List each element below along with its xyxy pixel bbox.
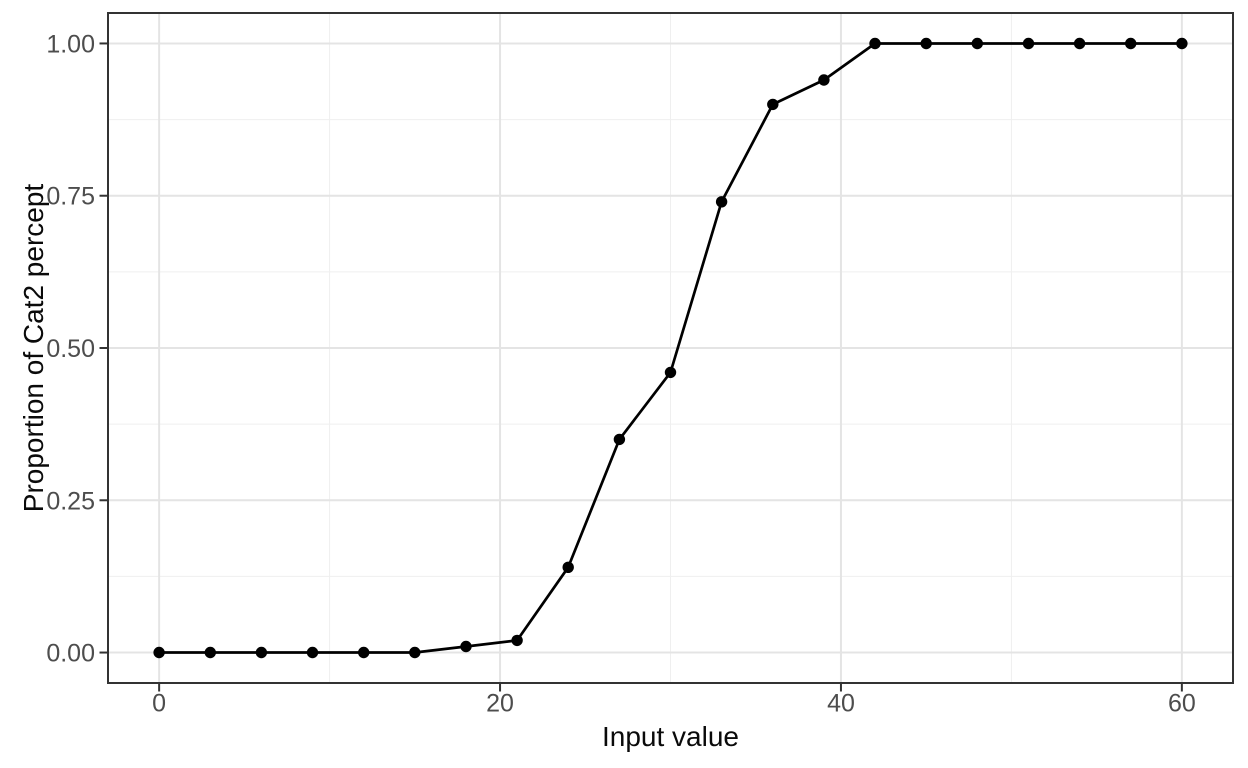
data-point	[613, 433, 626, 446]
data-point	[153, 646, 165, 659]
data-point	[818, 74, 830, 86]
y-tick-label: 0.00	[46, 640, 95, 668]
panel-border	[107, 12, 1234, 684]
data-point	[562, 561, 574, 573]
data-point	[1176, 37, 1188, 50]
data-point	[511, 634, 523, 647]
y-tick-label: 0.25	[46, 487, 95, 515]
data-point	[715, 196, 728, 208]
data-point	[869, 37, 881, 50]
data-point	[767, 98, 779, 111]
y-tick-label: 0.50	[46, 335, 95, 363]
data-point	[1022, 37, 1035, 50]
x-tick-label: 0	[152, 690, 166, 718]
x-tick-label: 60	[1168, 690, 1196, 718]
data-point	[920, 37, 932, 50]
x-tick-label: 20	[486, 690, 514, 718]
x-tick-label: 40	[827, 690, 855, 718]
data-point	[358, 646, 370, 659]
data-point	[664, 366, 677, 379]
data-point	[204, 646, 216, 659]
y-tick-label: 1.00	[46, 31, 95, 59]
x-axis-title: Input value	[602, 721, 739, 752]
y-tick-label: 0.75	[46, 183, 95, 211]
data-point	[255, 646, 268, 659]
y-axis-title: Proportion of Cat2 percept	[18, 183, 49, 513]
data-point	[460, 640, 472, 653]
data-point	[409, 646, 421, 659]
data-point	[971, 37, 983, 50]
data-point	[1073, 37, 1086, 50]
data-point	[306, 646, 319, 659]
data-point	[1125, 37, 1137, 50]
